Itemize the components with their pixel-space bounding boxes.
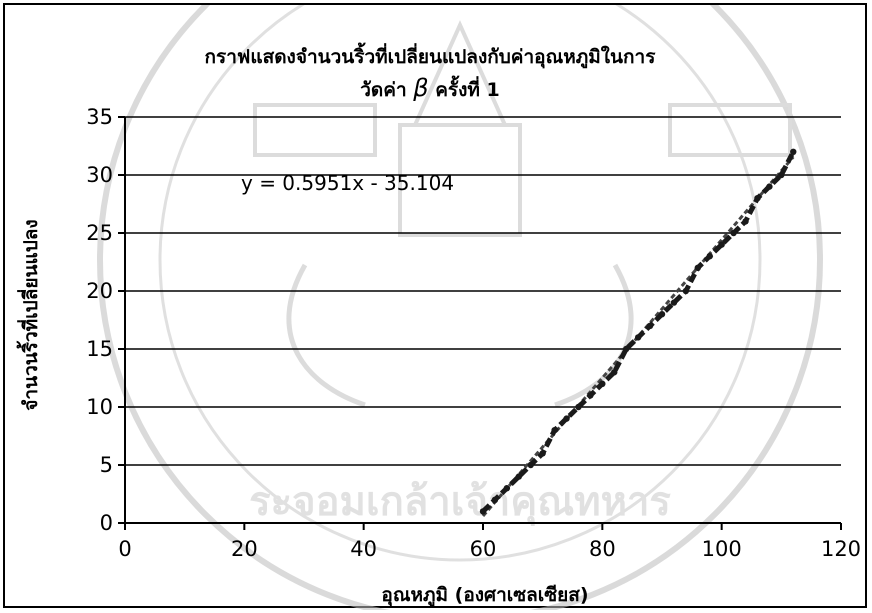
chart-title-prefix: วัดค่า [360, 79, 413, 101]
data-point [587, 392, 594, 399]
data-point [623, 345, 630, 353]
x-tick-label-60: 60 [470, 537, 497, 561]
data-point [551, 427, 558, 434]
data-point [670, 299, 678, 306]
data-point [599, 380, 606, 387]
trendline-equation: y = 0.5951x - 35.104 [241, 171, 454, 195]
line-chart: ระจอมเกล้าเจ้าคุณทหาร 0 5 10 15 20 25 30 35 0 20 4… [16, 5, 861, 610]
university-seal-watermark: ระจอมเกล้าเจ้าคุณทหาร [97, 5, 823, 610]
data-points-layer [479, 148, 797, 515]
y-tick-label-15: 15 [86, 337, 113, 361]
data-point [694, 264, 701, 271]
data-point [515, 473, 522, 480]
x-tick-label-100: 100 [702, 537, 742, 561]
tick-labels: 0 5 10 15 20 25 30 35 0 20 40 60 80 100 120 [86, 105, 861, 561]
data-point [730, 229, 737, 237]
data-point [479, 508, 487, 515]
data-point [766, 183, 773, 190]
data-point [539, 450, 546, 457]
data-point [527, 461, 534, 469]
data-point [742, 218, 749, 225]
axes-layer [118, 116, 842, 530]
x-tick-label-80: 80 [589, 537, 616, 561]
data-point [575, 403, 582, 411]
data-point [706, 253, 713, 260]
chart-frame: ระจอมเกล้าเจ้าคุณทหาร 0 5 10 15 20 25 30 35 0 20 4… [3, 3, 867, 610]
x-tick-label-20: 20 [231, 537, 258, 561]
data-point [491, 496, 499, 503]
trendline-layer [481, 156, 795, 517]
x-tick-label-0: 0 [118, 537, 131, 561]
chart-title-suffix: ครั้งที่ 1 [435, 75, 500, 101]
data-point [778, 171, 785, 179]
data-point [646, 322, 654, 329]
x-tick-label-120: 120 [821, 537, 861, 561]
y-tick-label-35: 35 [86, 105, 113, 129]
data-point [718, 241, 725, 248]
y-tick-label-30: 30 [86, 163, 113, 187]
y-tick-label-20: 20 [86, 279, 113, 303]
x-tick-label-40: 40 [350, 537, 377, 561]
y-tick-label-25: 25 [86, 221, 113, 245]
data-point [634, 334, 642, 341]
data-point [611, 369, 618, 376]
y-tick-label-10: 10 [86, 395, 113, 419]
beta-symbol: β [412, 74, 428, 102]
seal-text: ระจอมเกล้าเจ้าคุณทหาร [249, 479, 671, 527]
chart-title-line1: กราฟแสดงจำนวนริ้วที่เปลี่ยนแปลงกับค่าอุณ… [205, 42, 657, 69]
x-axis-title: อุณหภูมิ (องศาเซลเซียส) [381, 584, 588, 607]
data-point [658, 311, 666, 318]
data-point [790, 148, 797, 155]
y-tick-label-0: 0 [100, 511, 113, 535]
trendline [481, 156, 795, 517]
data-point [754, 195, 761, 202]
chart-title-line2: วัดค่า β ครั้งที่ 1 [360, 74, 500, 102]
data-point [503, 485, 511, 492]
data-point [563, 415, 570, 422]
data-point [682, 287, 690, 295]
series-line-0 [481, 150, 796, 514]
grid-layer [125, 116, 841, 466]
y-axis-title: จำนวนริ้วที่เปลี่ยนแปลง [16, 219, 42, 410]
y-tick-label-5: 5 [100, 453, 113, 477]
